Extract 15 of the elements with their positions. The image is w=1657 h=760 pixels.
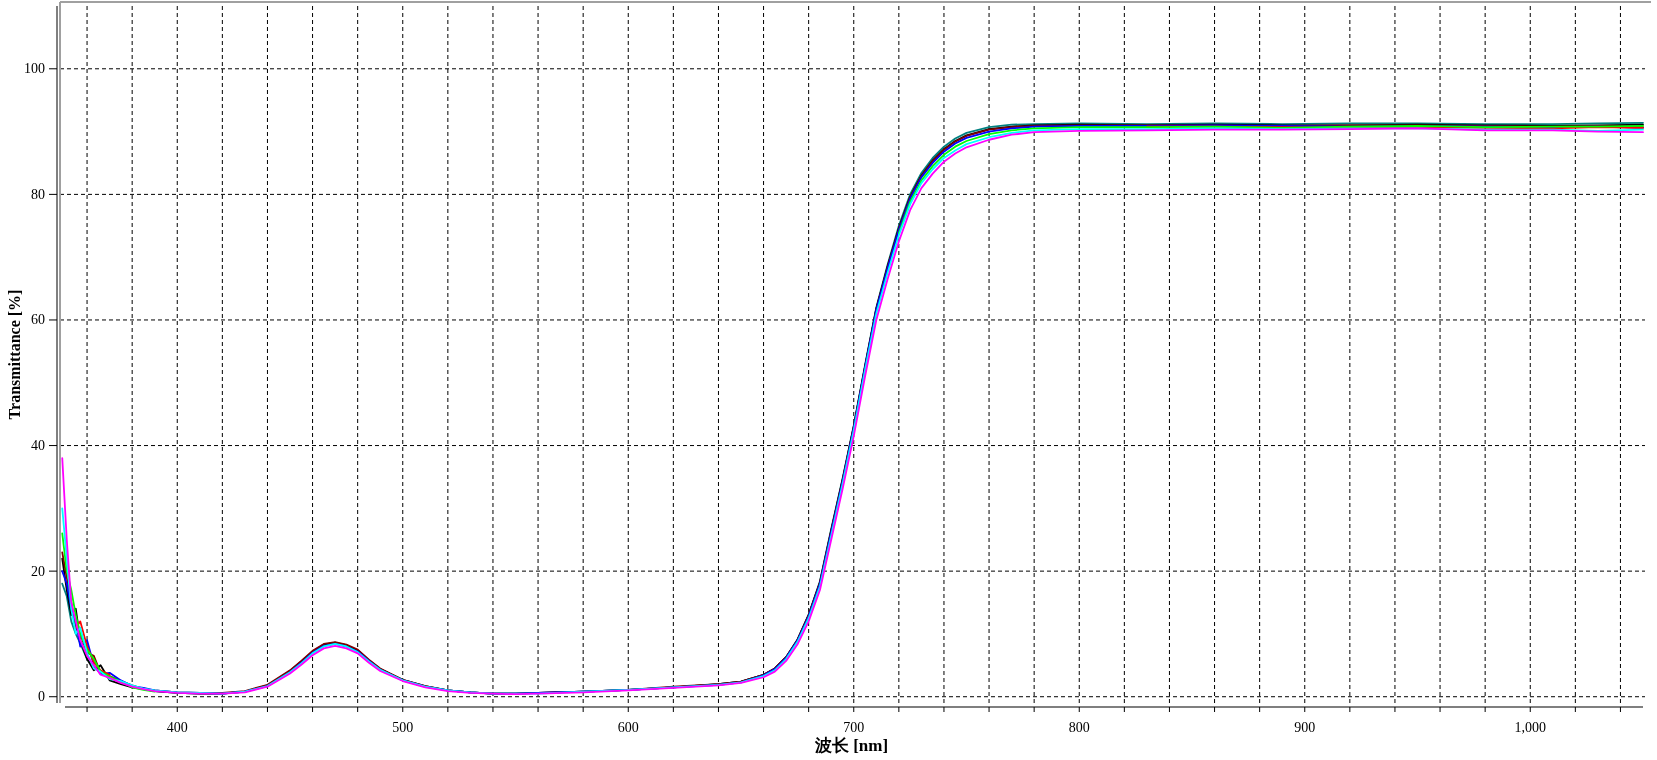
x-tick-label: 600 [617,719,639,735]
x-tick-label: 900 [1294,719,1316,735]
y-tick-label: 60 [31,312,45,328]
y-axis-title: Transmittance [%] [5,289,23,420]
x-axis-title: 波长 [nm] [813,735,889,755]
x-tick-label: 400 [166,719,188,735]
x-tick-label: 500 [392,719,414,735]
x-tick-label: 1,000 [1514,719,1546,735]
x-tick-label: 800 [1068,719,1090,735]
y-tick-label: 80 [31,186,45,202]
y-tick-label: 20 [31,563,45,579]
y-tick-label: 40 [31,438,45,454]
y-tick-label: 100 [24,61,45,77]
x-tick-label: 700 [843,719,865,735]
y-tick-label: 0 [38,689,45,705]
